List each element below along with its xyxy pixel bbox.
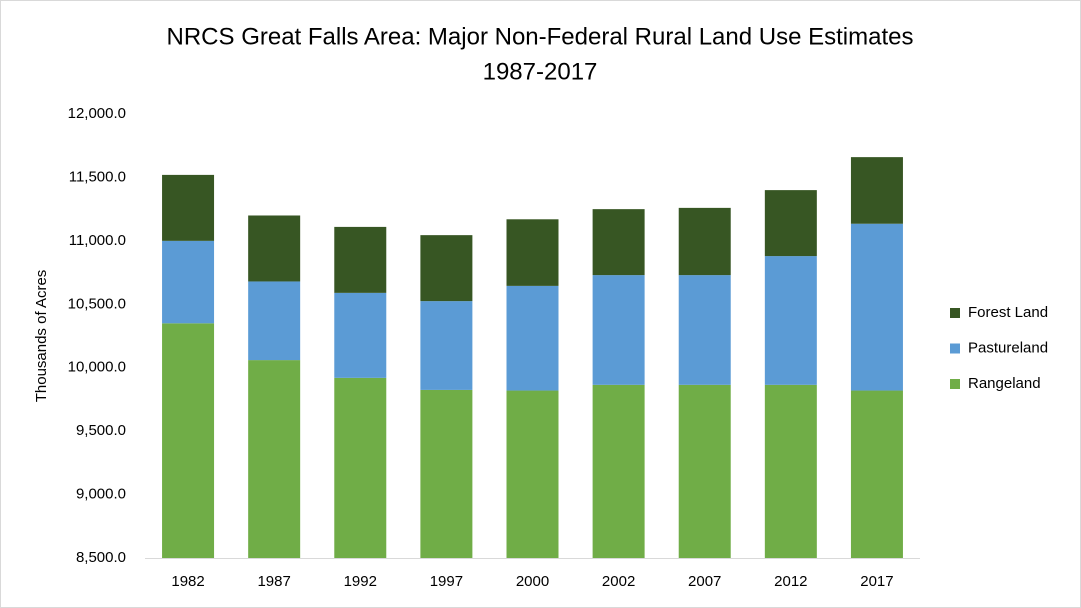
y-tick-label: 10,500.0 [68,295,126,312]
x-tick-label: 2012 [774,573,807,590]
x-tick-label: 1987 [257,573,290,590]
y-tick-label: 9,000.0 [76,486,126,503]
bar-segment [248,360,301,558]
legend-label: Forest Land [968,304,1048,321]
bar-segment [592,275,645,385]
bar-segment [420,389,473,558]
bar-segment [592,209,645,276]
bar-segment [506,390,559,558]
bar-segment [850,223,903,391]
x-tick-label: 2007 [688,573,721,590]
bar-segment [764,190,817,257]
legend-label: Pastureland [968,339,1048,356]
bar-segment [678,384,731,558]
chart-title: NRCS Great Falls Area: Major Non-Federal… [167,23,914,50]
bar-segment [678,207,731,276]
bar-segment [334,226,387,293]
bar-segment [162,240,215,324]
bar-segment [420,235,473,302]
bar-segment [592,384,645,558]
y-tick-label: 10,000.0 [68,359,126,376]
x-tick-label: 2000 [516,573,549,590]
x-tick-label: 2017 [860,573,893,590]
legend-swatch [950,379,960,389]
x-tick-label: 1982 [171,573,204,590]
x-tick-label: 1992 [344,573,377,590]
y-tick-label: 9,500.0 [76,422,126,439]
legend-label: Rangeland [968,375,1041,392]
y-tick-label: 11,500.0 [69,168,126,185]
legend-swatch [950,343,960,354]
x-tick-label: 2002 [602,573,635,590]
legend-swatch [950,308,960,318]
bar-segment [506,285,559,391]
bar-segment [850,390,903,558]
x-tick-label: 1997 [430,573,463,590]
chart-title: 1987-2017 [483,58,598,85]
bar-segment [506,219,559,286]
bar-segment [334,292,387,378]
bar-segment [162,174,215,241]
bar-segment [248,281,301,361]
bar-segment [764,256,817,385]
bar-segment [420,301,473,390]
y-axis-label: Thousands of Acres [33,270,50,403]
y-tick-label: 12,000.0 [68,105,126,122]
bar-segment [162,323,215,558]
bar-segment [764,384,817,558]
y-tick-label: 8,500.0 [76,549,126,566]
bar-segment [678,275,731,385]
bar-segment [248,215,301,282]
bar-segment [850,157,903,224]
bar-segment [334,377,387,558]
y-tick-label: 11,000.0 [69,232,126,249]
